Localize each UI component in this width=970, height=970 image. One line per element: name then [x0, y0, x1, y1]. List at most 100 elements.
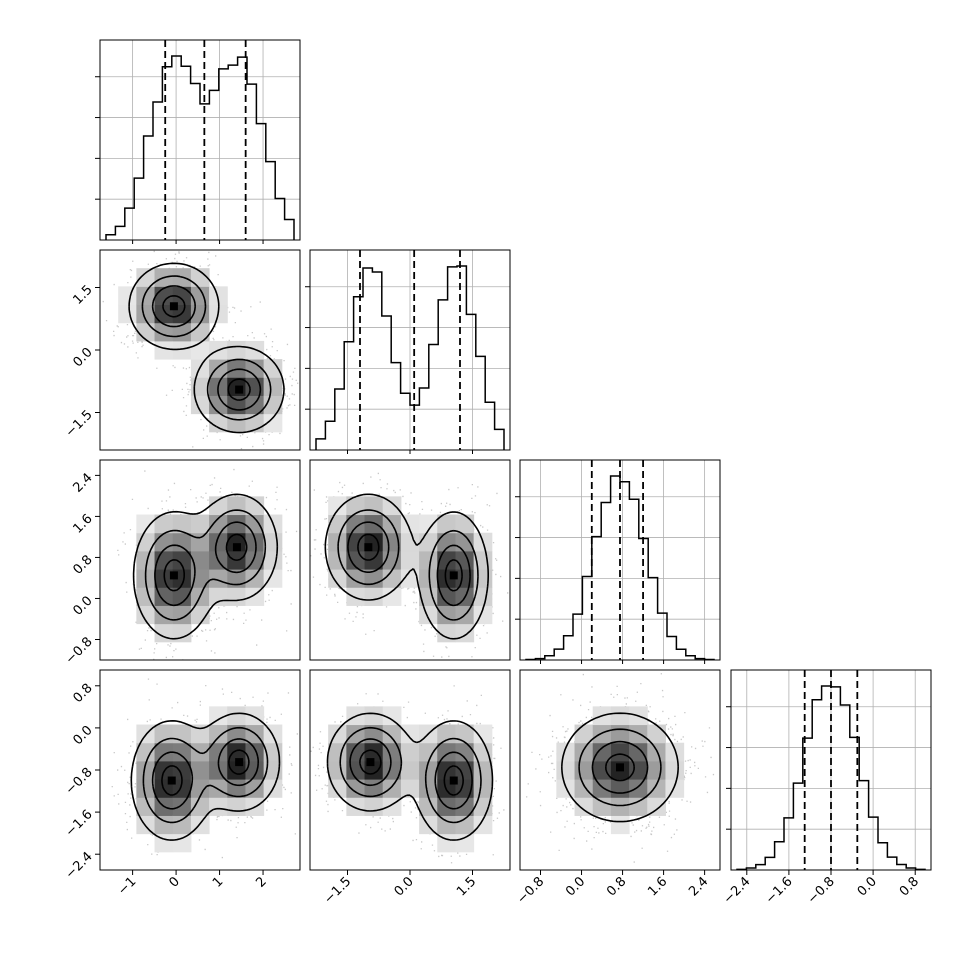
x-tick-label: 0.0 [563, 874, 588, 899]
contour-line [339, 726, 482, 824]
scatter-panel-3-1 [309, 669, 511, 871]
density-cell [364, 797, 384, 816]
density-cell [437, 833, 456, 853]
density-cell [118, 304, 137, 324]
density-cell [172, 514, 192, 534]
contour-line [357, 533, 463, 592]
density-cell [172, 623, 192, 643]
density-cell [364, 569, 384, 588]
density-cell [190, 514, 210, 534]
x-tick-label: −0.8 [805, 874, 838, 907]
density-cell [227, 496, 246, 516]
density-cell [209, 760, 228, 780]
density-cell [400, 569, 420, 588]
density-cell [209, 706, 228, 726]
peak-marker [616, 763, 624, 772]
density-cell [400, 742, 420, 762]
density-cell [455, 623, 475, 643]
density-cell [419, 550, 438, 570]
density-cell [665, 742, 685, 762]
y-tick-label: 2.4 [70, 470, 95, 495]
density-cell [400, 760, 420, 780]
density-cell [437, 587, 456, 606]
peak-marker [235, 385, 244, 394]
hist-panel-2 [515, 459, 721, 661]
density-cell [190, 322, 210, 342]
density-cell [455, 833, 475, 853]
density-cell [190, 340, 210, 360]
density-cell [136, 760, 156, 780]
density-cell [437, 742, 456, 762]
density-cell [263, 532, 283, 552]
contour-line [163, 533, 248, 592]
density-cell [610, 797, 630, 816]
density-cell [172, 760, 192, 780]
density-cell [419, 514, 438, 534]
contour-line [128, 262, 285, 434]
density-cell [455, 724, 475, 744]
density-cell [209, 569, 228, 588]
y-tick-label: −0.8 [63, 765, 96, 798]
density-cell [245, 569, 265, 588]
density-cell [419, 605, 438, 625]
density-cell [419, 779, 438, 798]
density-cell [136, 304, 156, 324]
histogram-step [525, 475, 715, 661]
contour-line [151, 738, 259, 810]
y-tick-label: 0.0 [70, 594, 95, 619]
density-cell [610, 779, 630, 798]
density-cell [364, 550, 384, 570]
density-cell [610, 724, 630, 744]
density-cell [610, 815, 630, 835]
density-cell [172, 742, 192, 762]
density-cell [245, 395, 265, 415]
y-tick-label: 0.0 [70, 723, 95, 748]
density-cell [328, 724, 347, 744]
density-cell [263, 359, 283, 378]
density-cell [592, 797, 612, 816]
density-cell [473, 742, 493, 762]
contour-line [142, 726, 269, 824]
contour-line [349, 738, 473, 810]
density-cell [190, 779, 210, 798]
density-cell [400, 532, 420, 552]
density-cell [227, 359, 246, 378]
x-tick-label: 1.6 [645, 874, 670, 899]
peak-marker [449, 571, 458, 580]
contour-line [324, 493, 489, 640]
density-cell [437, 623, 456, 643]
density-cell [154, 340, 174, 360]
density-cell [473, 569, 493, 588]
density-cell [647, 779, 666, 798]
density-cell [574, 760, 594, 780]
density-cell [245, 340, 265, 360]
density-cell [136, 550, 156, 570]
density-cell [400, 550, 420, 570]
density-cell [473, 760, 493, 780]
density-cell [190, 742, 210, 762]
scatter-panel-3-0 [99, 669, 301, 871]
x-tick-label: 0 [166, 874, 182, 890]
density-cell [419, 797, 438, 816]
x-tick-label: −2.4 [721, 874, 754, 907]
density-cell [190, 797, 210, 816]
y-tick-label: −1.6 [63, 807, 96, 840]
density-cell [346, 496, 366, 516]
density-cell [346, 797, 366, 816]
x-tick-label: −1.5 [321, 874, 354, 907]
density-cell [346, 514, 366, 534]
hist-panel-1 [305, 249, 511, 451]
density-cell [328, 532, 347, 552]
density-cell [263, 413, 283, 433]
density-cell [227, 395, 246, 415]
density-cell [172, 605, 192, 625]
density-cell [172, 532, 192, 552]
density-cell [118, 286, 137, 306]
contour-line [605, 753, 635, 782]
density-cell [346, 779, 366, 798]
density-cell [209, 724, 228, 744]
density-cell [209, 587, 228, 606]
density-cell [574, 742, 594, 762]
density-cell [437, 605, 456, 625]
contour-line [151, 285, 262, 411]
